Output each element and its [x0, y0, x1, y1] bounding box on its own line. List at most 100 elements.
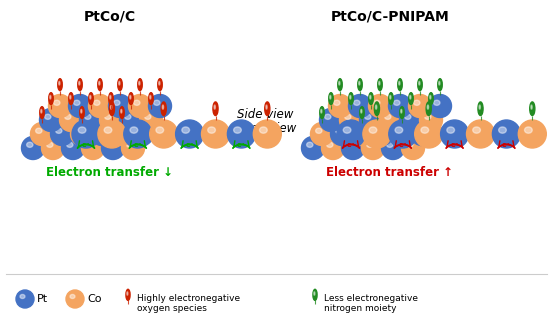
Text: Electron transfer ↓: Electron transfer ↓ [46, 166, 174, 179]
Circle shape [70, 122, 93, 145]
Text: e⁻: e⁻ [347, 142, 355, 148]
Circle shape [301, 137, 325, 160]
Ellipse shape [320, 107, 324, 118]
Ellipse shape [127, 142, 133, 147]
Ellipse shape [401, 110, 402, 113]
Circle shape [201, 120, 229, 148]
Ellipse shape [50, 95, 51, 99]
Ellipse shape [162, 105, 164, 109]
Ellipse shape [107, 142, 113, 147]
Ellipse shape [111, 105, 112, 109]
Ellipse shape [120, 107, 124, 118]
Ellipse shape [405, 114, 411, 119]
Ellipse shape [400, 107, 404, 118]
Ellipse shape [127, 292, 128, 295]
Ellipse shape [416, 128, 422, 133]
Ellipse shape [306, 142, 313, 147]
Ellipse shape [369, 93, 373, 105]
Ellipse shape [329, 93, 333, 105]
Ellipse shape [96, 128, 102, 133]
Ellipse shape [313, 289, 317, 300]
Ellipse shape [418, 79, 422, 90]
Ellipse shape [233, 127, 241, 133]
Circle shape [359, 109, 383, 132]
Ellipse shape [126, 289, 130, 300]
Ellipse shape [361, 110, 362, 113]
Circle shape [348, 94, 372, 117]
Ellipse shape [409, 93, 413, 105]
Circle shape [131, 122, 154, 145]
Ellipse shape [259, 127, 267, 133]
Circle shape [337, 120, 365, 148]
Circle shape [415, 120, 443, 148]
Circle shape [399, 109, 422, 132]
Circle shape [441, 120, 468, 148]
Ellipse shape [314, 292, 315, 295]
Circle shape [368, 94, 392, 117]
Ellipse shape [325, 114, 331, 119]
Ellipse shape [439, 81, 440, 85]
Circle shape [389, 94, 411, 117]
Ellipse shape [145, 114, 151, 119]
Ellipse shape [379, 81, 380, 85]
Ellipse shape [410, 95, 411, 99]
Ellipse shape [119, 81, 120, 85]
Ellipse shape [45, 114, 51, 119]
Ellipse shape [427, 105, 429, 109]
Ellipse shape [98, 79, 102, 90]
Circle shape [124, 120, 152, 148]
Text: Co: Co [87, 294, 102, 304]
Ellipse shape [74, 100, 80, 105]
Text: Less electronegative
nitrogen moiety: Less electronegative nitrogen moiety [324, 294, 418, 314]
Ellipse shape [208, 127, 216, 133]
Ellipse shape [399, 81, 400, 85]
Ellipse shape [375, 105, 377, 109]
Text: Highly electronegative
oxygen species: Highly electronegative oxygen species [137, 294, 240, 314]
Circle shape [39, 109, 62, 132]
Text: Electron transfer ↑: Electron transfer ↑ [326, 166, 453, 179]
Ellipse shape [161, 102, 166, 115]
Circle shape [328, 94, 352, 117]
Ellipse shape [321, 110, 322, 113]
Ellipse shape [116, 128, 122, 133]
Ellipse shape [421, 127, 429, 133]
Ellipse shape [353, 100, 360, 105]
Ellipse shape [360, 107, 364, 118]
Ellipse shape [369, 127, 377, 133]
Ellipse shape [65, 114, 71, 119]
Circle shape [429, 94, 451, 117]
Ellipse shape [330, 95, 331, 99]
Ellipse shape [78, 127, 86, 133]
Ellipse shape [525, 127, 532, 133]
Ellipse shape [530, 102, 535, 115]
Circle shape [49, 94, 71, 117]
Text: PtCo/C-PNIPAM: PtCo/C-PNIPAM [331, 9, 450, 23]
Ellipse shape [338, 79, 342, 90]
Ellipse shape [339, 81, 340, 85]
Ellipse shape [398, 79, 402, 90]
Ellipse shape [349, 95, 351, 99]
Circle shape [128, 94, 152, 117]
Ellipse shape [90, 95, 91, 99]
Ellipse shape [356, 128, 362, 133]
Ellipse shape [478, 102, 483, 115]
Ellipse shape [390, 95, 391, 99]
Text: e⁻: e⁻ [502, 142, 510, 148]
Ellipse shape [70, 294, 75, 298]
Ellipse shape [85, 114, 91, 119]
Ellipse shape [531, 105, 532, 109]
Ellipse shape [149, 93, 153, 105]
Text: e⁻: e⁻ [237, 142, 246, 148]
Ellipse shape [159, 81, 160, 85]
Ellipse shape [58, 79, 62, 90]
Ellipse shape [364, 114, 371, 119]
Circle shape [389, 120, 417, 148]
Ellipse shape [81, 110, 82, 113]
Circle shape [149, 94, 171, 117]
Ellipse shape [56, 128, 62, 133]
Ellipse shape [374, 102, 379, 115]
Ellipse shape [345, 114, 351, 119]
Ellipse shape [358, 79, 362, 90]
Circle shape [119, 109, 143, 132]
Circle shape [22, 137, 44, 160]
